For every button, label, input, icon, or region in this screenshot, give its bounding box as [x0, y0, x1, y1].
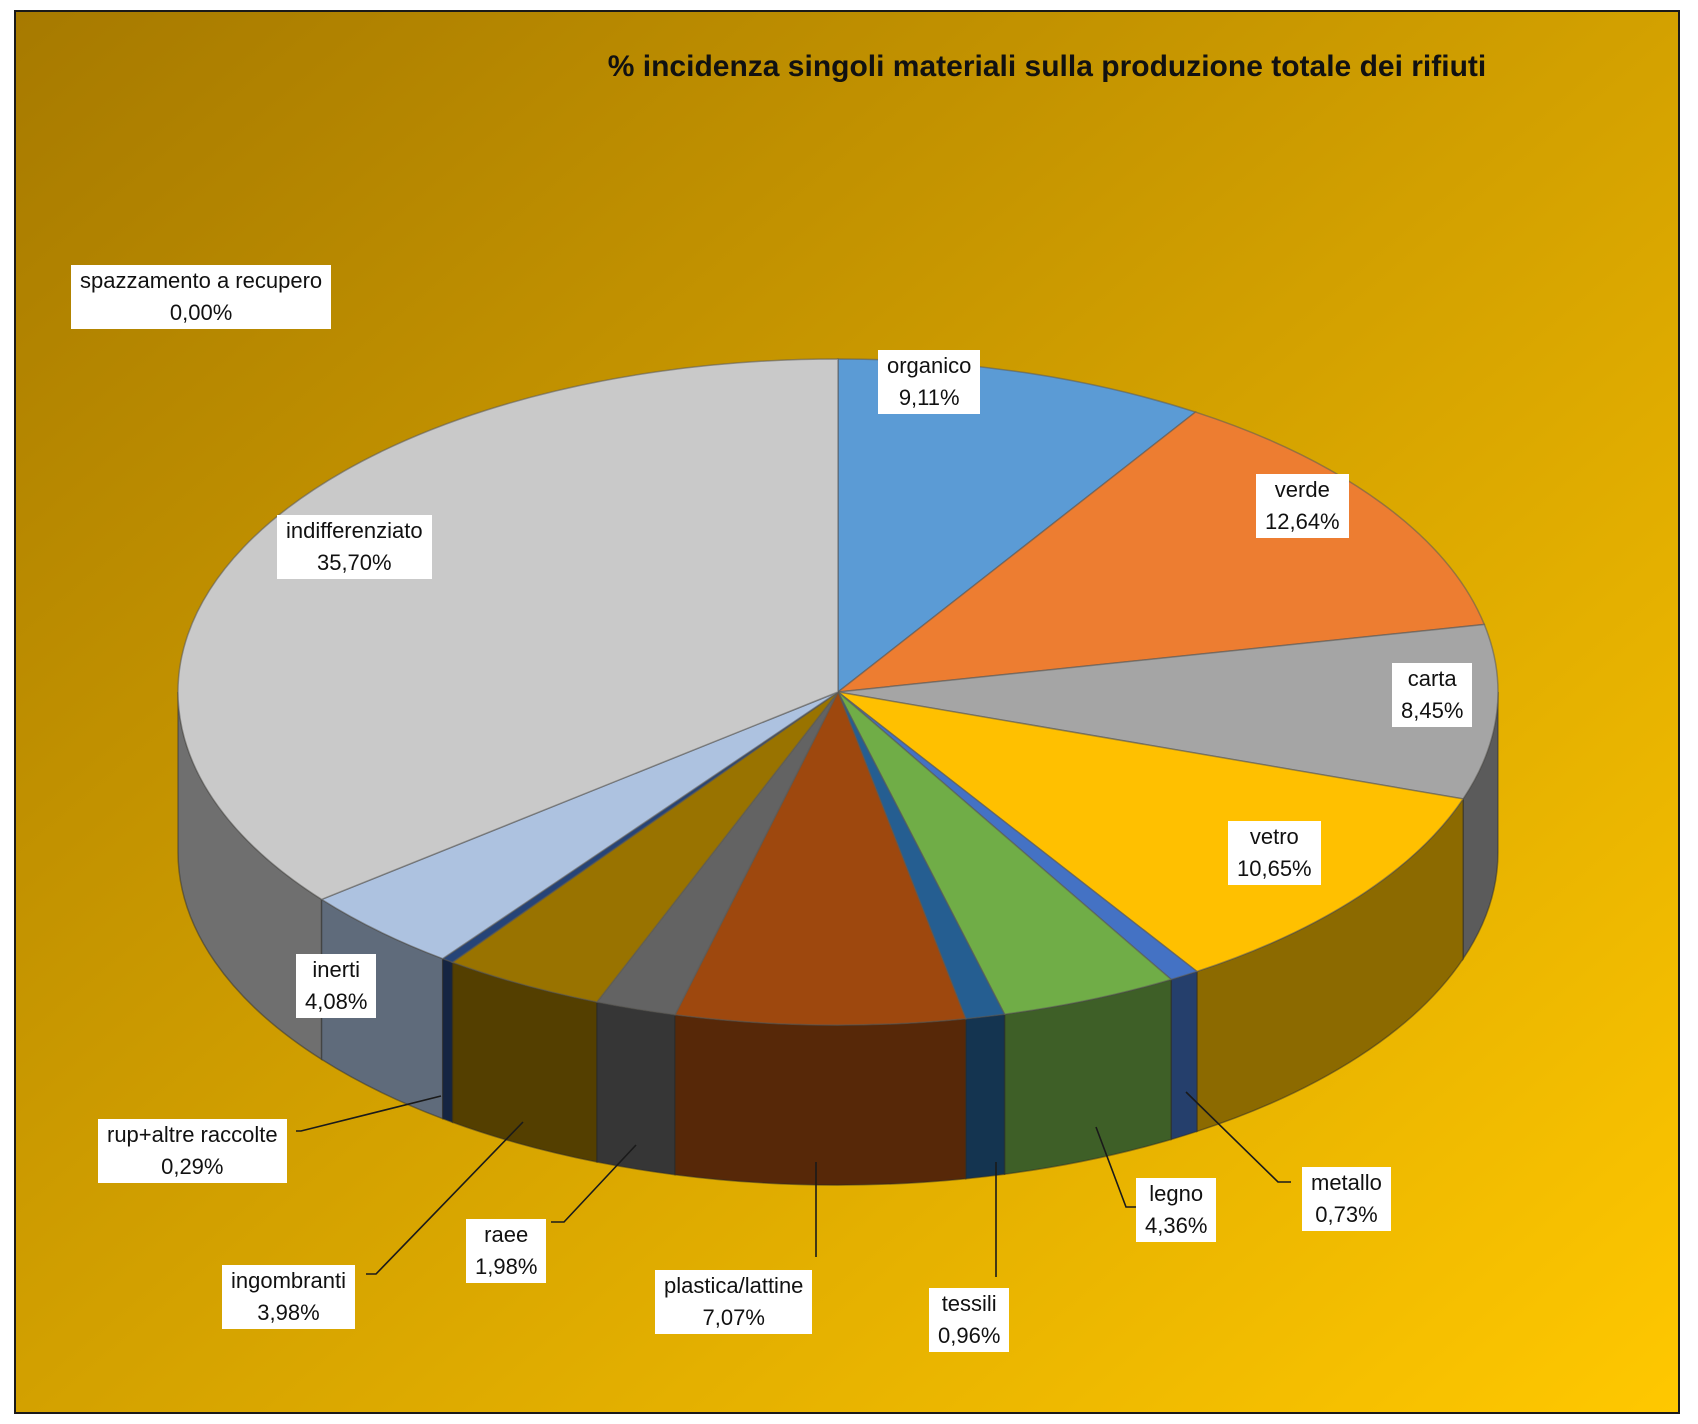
- leader-line-ingombranti: [366, 1121, 524, 1275]
- label-value: 0,00%: [169, 300, 233, 325]
- label-ingombranti: ingombranti 3,98%: [222, 1265, 355, 1329]
- pie-slice-carta: [837, 623, 1499, 800]
- label-value: 35,70%: [316, 550, 392, 575]
- label-value: 10,65%: [1237, 856, 1312, 881]
- label-value: 8,45%: [1401, 698, 1464, 723]
- leader-line-rup-altre-raccolte: [296, 1095, 442, 1132]
- label-verde: verde 12,64%: [1256, 474, 1349, 538]
- label-name: legno: [1149, 1181, 1204, 1206]
- label-metallo: metallo 0,73%: [1302, 1167, 1391, 1231]
- label-inerti: inerti 4,08%: [296, 954, 377, 1018]
- label-name: spazzamento a recupero: [80, 268, 323, 293]
- label-name: plastica/lattine: [664, 1273, 804, 1298]
- label-carta: carta 8,45%: [1392, 663, 1473, 727]
- label-name: ingombranti: [231, 1268, 346, 1293]
- pie-slice-vetro: [837, 691, 1465, 973]
- label-plastica-lattine: plastica/lattine 7,07%: [655, 1270, 813, 1334]
- label-value: 9,11%: [898, 385, 960, 410]
- pie-side-layer: [177, 691, 1499, 1186]
- pie-side-raee: [596, 1001, 676, 1176]
- label-tessili: tessili 0,96%: [929, 1288, 1010, 1352]
- label-value: 0,73%: [1315, 1202, 1378, 1227]
- label-vetro: vetro 10,65%: [1228, 821, 1321, 885]
- label-value: 4,08%: [305, 989, 368, 1014]
- label-name: indifferenziato: [286, 518, 423, 543]
- label-raee: raee 1,98%: [466, 1219, 547, 1283]
- pie-side-metallo: [1170, 970, 1198, 1141]
- label-value: 7,07%: [702, 1305, 765, 1330]
- pie-top-layer: [177, 358, 1499, 1026]
- label-name: rup+altre raccolte: [107, 1122, 278, 1147]
- label-name: verde: [1274, 477, 1330, 502]
- label-rup-altre-raccolte: rup+altre raccolte 0,29%: [98, 1119, 287, 1183]
- label-value: 3,98%: [257, 1300, 320, 1325]
- label-name: organico: [887, 353, 972, 378]
- pie-side-tessili: [964, 1013, 1006, 1180]
- pie-slice-indifferenziato: [177, 358, 839, 901]
- pie-slice-plastica-lattine: [673, 690, 967, 1026]
- pie-side-rup-altre-raccolte: [441, 957, 454, 1124]
- label-value: 0,29%: [161, 1154, 224, 1179]
- chart-frame: % incidenza singoli materiali sulla prod…: [14, 10, 1680, 1414]
- label-name: metallo: [1311, 1170, 1382, 1195]
- label-name: inerti: [312, 957, 361, 982]
- leader-lines: [296, 1091, 1291, 1277]
- label-value: 0,96%: [938, 1323, 1001, 1348]
- label-spazzamento-a-recupero: spazzamento a recupero 0,00%: [71, 265, 332, 329]
- chart-title: % incidenza singoli materiali sulla prod…: [607, 50, 1487, 83]
- label-name: vetro: [1249, 824, 1299, 849]
- label-legno: legno 4,36%: [1136, 1178, 1217, 1242]
- label-indifferenziato: indifferenziato 35,70%: [277, 515, 432, 579]
- label-name: carta: [1407, 666, 1457, 691]
- label-organico: organico 9,11%: [878, 350, 981, 414]
- label-name: raee: [484, 1222, 529, 1247]
- label-value: 4,36%: [1145, 1213, 1208, 1238]
- pie-slice-organico: [837, 358, 1198, 694]
- label-value: 1,98%: [475, 1254, 538, 1279]
- leader-line-metallo: [1185, 1091, 1291, 1183]
- label-value: 12,64%: [1265, 509, 1340, 534]
- pie-side-plastica-lattine: [674, 1013, 967, 1186]
- pie-slice-legno: [837, 691, 1173, 1016]
- leader-line-raee: [551, 1144, 637, 1223]
- label-name: tessili: [941, 1291, 997, 1316]
